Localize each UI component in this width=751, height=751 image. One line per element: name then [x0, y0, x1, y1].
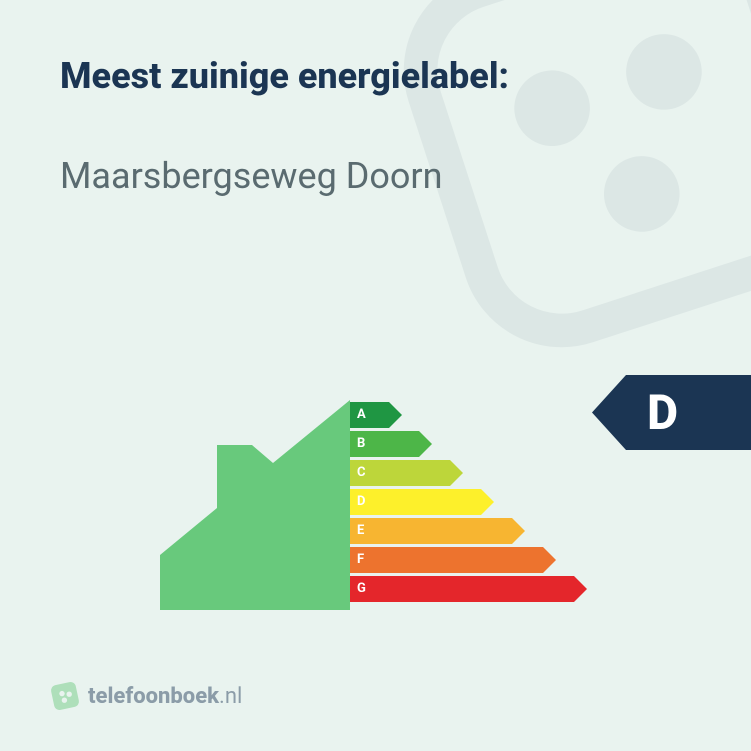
energy-bar-letter: D — [357, 489, 365, 515]
footer-brand: telefoonboek.nl — [50, 681, 242, 711]
card-subtitle-address: Maarsbergseweg Doorn — [60, 155, 442, 197]
energy-bar-g: G — [350, 576, 587, 602]
rating-tag: D — [592, 375, 751, 450]
energy-bar-e: E — [350, 518, 525, 544]
footer-brand-name: telefoonboek — [88, 684, 219, 709]
energy-bar-f: F — [350, 547, 556, 573]
card-title: Meest zuinige energielabel: — [60, 55, 509, 97]
energy-bar-letter: F — [357, 547, 364, 573]
rating-tag-letter: D — [647, 375, 678, 450]
footer-brand-tld: .nl — [219, 684, 242, 709]
footer-logo-icon — [50, 681, 80, 711]
house-icon — [160, 400, 350, 610]
energy-bar-letter: A — [357, 402, 366, 428]
energy-bar-letter: B — [357, 431, 365, 457]
energy-bar-b: B — [350, 431, 432, 457]
energy-bar-d: D — [350, 489, 494, 515]
energy-bar-letter: E — [357, 518, 364, 544]
energy-bar-letter: C — [357, 460, 366, 486]
energy-bar-c: C — [350, 460, 463, 486]
energy-bar-letter: G — [357, 576, 366, 602]
energy-label-chart: ABCDEFG D — [160, 375, 751, 635]
energy-bar-a: A — [350, 402, 402, 428]
energy-bars: ABCDEFG — [350, 402, 587, 607]
